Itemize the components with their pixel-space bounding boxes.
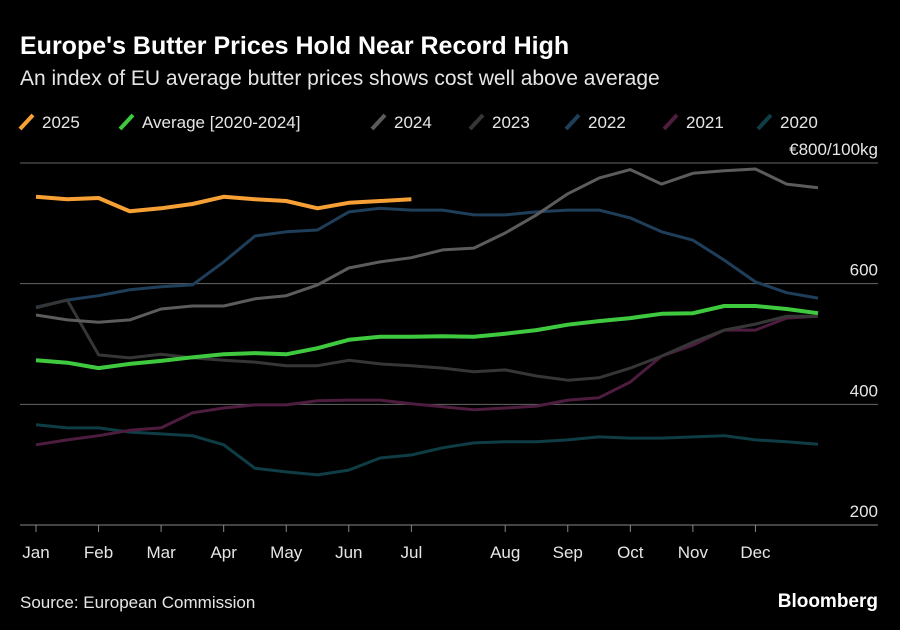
legend-swatch	[18, 113, 35, 131]
legend-label: 2023	[492, 113, 530, 132]
y-tick-label: 600	[850, 261, 878, 280]
y-tick-label: 400	[850, 381, 878, 400]
logo: Bloomberg	[778, 591, 878, 612]
source: Source: European Commission	[20, 593, 255, 612]
y-tick-label: €800/100kg	[789, 140, 878, 159]
legend-label: 2021	[686, 113, 724, 132]
x-tick-label: May	[270, 543, 303, 562]
x-tick-label: Nov	[678, 543, 709, 562]
legend-swatch	[662, 113, 679, 131]
series-line	[35, 167, 819, 324]
legend-label: 2024	[394, 113, 432, 132]
x-tick-label: Jun	[335, 543, 362, 562]
legend-swatch	[118, 113, 135, 131]
series-line	[35, 298, 818, 382]
x-tick-label: Jul	[400, 543, 422, 562]
series-line	[35, 304, 819, 371]
y-tick-label: 200	[850, 502, 878, 521]
chart-title: Europe's Butter Prices Hold Near Record …	[20, 32, 569, 60]
x-tick-label: Oct	[617, 543, 644, 562]
x-tick-label: Feb	[84, 543, 113, 562]
x-tick-label: Mar	[146, 543, 176, 562]
legend-label: 2022	[588, 113, 626, 132]
legend-swatch	[564, 113, 581, 131]
series-line	[35, 423, 819, 477]
legend-label: Average [2020-2024]	[142, 113, 300, 132]
x-tick-label: Aug	[490, 543, 520, 562]
legend-swatch	[468, 113, 485, 131]
chart-subtitle: An index of EU average butter prices sho…	[20, 67, 660, 90]
x-tick-label: Jan	[22, 543, 49, 562]
x-tick-label: Sep	[553, 543, 583, 562]
legend-label: 2020	[780, 113, 818, 132]
legend-swatch	[370, 113, 387, 131]
series-line	[35, 206, 819, 309]
x-tick-label: Apr	[210, 543, 237, 562]
legend-label: 2025	[42, 113, 80, 132]
series-line	[35, 194, 412, 214]
legend-swatch	[756, 113, 773, 131]
x-tick-label: Dec	[740, 543, 771, 562]
series-line	[35, 314, 819, 447]
